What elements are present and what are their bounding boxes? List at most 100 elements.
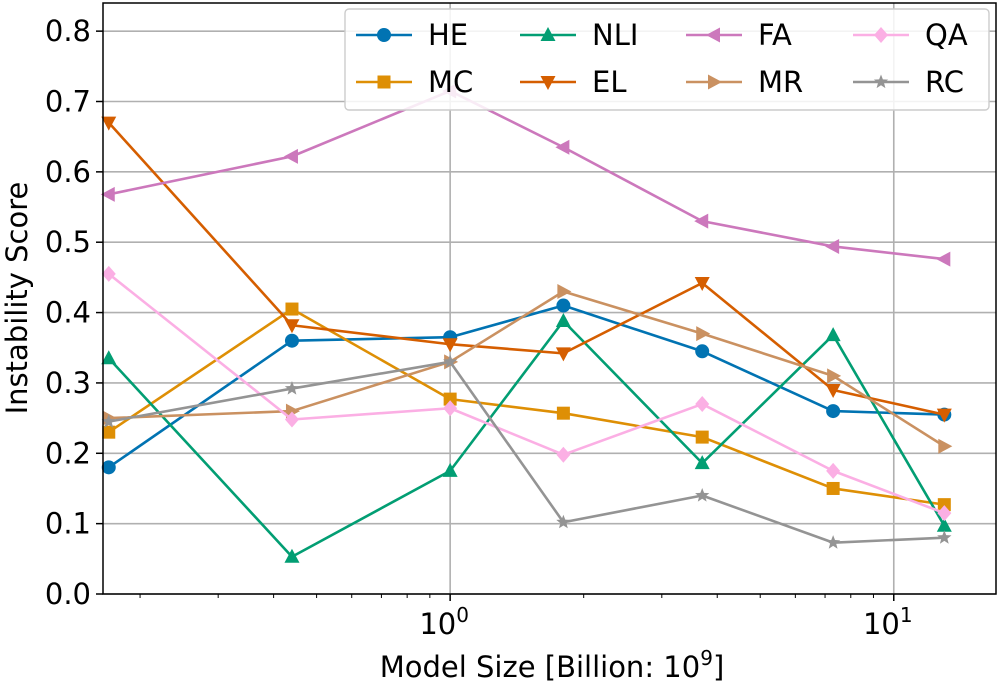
- data-point-he: [695, 344, 710, 359]
- data-point-qa: [556, 446, 571, 463]
- data-point-fa: [283, 148, 298, 164]
- y-tick-label: 0.7: [45, 85, 91, 119]
- legend-marker: [708, 74, 722, 90]
- data-point-rc: [556, 514, 571, 529]
- data-point-nli: [101, 350, 117, 365]
- legend-item-rc: RC: [853, 65, 964, 99]
- data-point-el: [825, 383, 841, 398]
- data-point-he: [101, 460, 116, 475]
- series-he: [101, 298, 952, 475]
- x-tick-label: 101: [863, 603, 913, 641]
- series-mc: [102, 302, 951, 512]
- legend-label: NLI: [592, 18, 638, 52]
- data-point-he: [284, 333, 299, 348]
- data-point-rc: [937, 530, 952, 544]
- series-el: [101, 116, 952, 423]
- legend-label: EL: [592, 65, 626, 99]
- legend-marker: [873, 74, 889, 89]
- legend-label: HE: [428, 18, 468, 52]
- data-point-rc: [695, 488, 710, 502]
- data-point-qa: [101, 265, 116, 282]
- data-point-nli: [936, 517, 952, 532]
- legend-marker: [874, 27, 888, 43]
- data-point-qa: [443, 400, 458, 417]
- legend-item-qa: QA: [853, 18, 968, 52]
- legend-item-mc: MC: [356, 65, 473, 99]
- legend-label: QA: [925, 18, 968, 52]
- data-point-mc: [285, 302, 299, 316]
- data-point-el: [442, 338, 458, 353]
- legend-label: MR: [758, 65, 803, 99]
- data-point-el: [284, 319, 300, 334]
- data-point-fa: [936, 251, 951, 267]
- series-line-rc: [108, 360, 945, 544]
- x-tick-label: 100: [419, 603, 469, 641]
- axis-ticks: 0.0 0.1 0.2 0.3 0.4 0.5 0.6 0.7 0.8 100 101: [45, 14, 913, 641]
- legend-item-el: EL: [520, 65, 626, 99]
- series-rc: [101, 354, 952, 549]
- y-tick-label: 0.8: [45, 14, 91, 48]
- data-point-el: [101, 116, 117, 131]
- legend-label: MC: [428, 65, 473, 99]
- data-point-nli: [825, 327, 841, 342]
- data-point-fa: [555, 139, 570, 155]
- data-point-fa: [825, 238, 840, 254]
- legend-marker: [540, 27, 556, 41]
- data-point-mc: [102, 425, 116, 439]
- data-point-qa: [695, 396, 710, 413]
- data-point-mc: [695, 430, 709, 444]
- data-point-he: [556, 298, 571, 313]
- data-point-mc: [937, 498, 951, 512]
- data-point-el: [936, 408, 952, 423]
- data-point-mr: [938, 438, 953, 454]
- y-tick-label: 0.5: [45, 225, 91, 259]
- y-tick-label: 0.6: [45, 155, 91, 189]
- series-qa: [101, 265, 952, 522]
- data-point-el: [555, 347, 571, 362]
- series-nli: [101, 313, 952, 563]
- data-point-rc: [101, 414, 116, 428]
- data-point-rc: [826, 535, 841, 549]
- y-tick-label: 0.3: [45, 366, 91, 400]
- legend-item-he: HE: [356, 18, 468, 52]
- legend-label: FA: [758, 18, 792, 52]
- legend-marker: [377, 75, 391, 89]
- data-point-nli: [555, 313, 571, 328]
- data-point-el: [694, 277, 710, 292]
- data-point-rc: [443, 354, 458, 368]
- y-axis-label: Instability Score: [0, 182, 34, 415]
- x-axis-label: Model Size [Billion: 109]: [380, 646, 725, 684]
- legend-box: [344, 8, 990, 111]
- data-point-nli: [284, 548, 300, 563]
- data-point-fa: [694, 213, 709, 229]
- legend-marker: [377, 28, 391, 42]
- data-point-rc: [284, 381, 300, 395]
- y-tick-label: 0.2: [45, 436, 91, 470]
- series-line-mc: [108, 307, 945, 506]
- plot-frame: [102, 2, 997, 595]
- legend-marker: [706, 27, 720, 43]
- data-point-mc: [826, 481, 840, 495]
- series-line-qa: [107, 272, 945, 515]
- series-line-fa: [108, 89, 945, 261]
- data-point-mc: [556, 406, 570, 420]
- legend-label: RC: [925, 65, 964, 99]
- data-point-mr: [557, 283, 572, 299]
- series-fa: [100, 83, 951, 267]
- y-tick-label: 0.0: [45, 577, 91, 611]
- series-line-he: [108, 304, 945, 469]
- legend-item-mr: MR: [686, 65, 803, 99]
- data-point-he: [826, 404, 841, 419]
- y-tick-label: 0.4: [45, 296, 91, 330]
- data-point-nli: [442, 462, 458, 477]
- y-tick-label: 0.1: [45, 507, 91, 541]
- legend-marker: [540, 76, 556, 90]
- data-point-fa: [100, 186, 115, 202]
- legend-item-nli: NLI: [520, 18, 638, 52]
- data-point-mr: [696, 326, 711, 342]
- legend-item-fa: FA: [686, 18, 792, 52]
- data-point-qa: [284, 411, 299, 428]
- legend: HE MC NLI EL FA MR QA RC: [344, 8, 990, 111]
- data-point-qa: [826, 462, 841, 479]
